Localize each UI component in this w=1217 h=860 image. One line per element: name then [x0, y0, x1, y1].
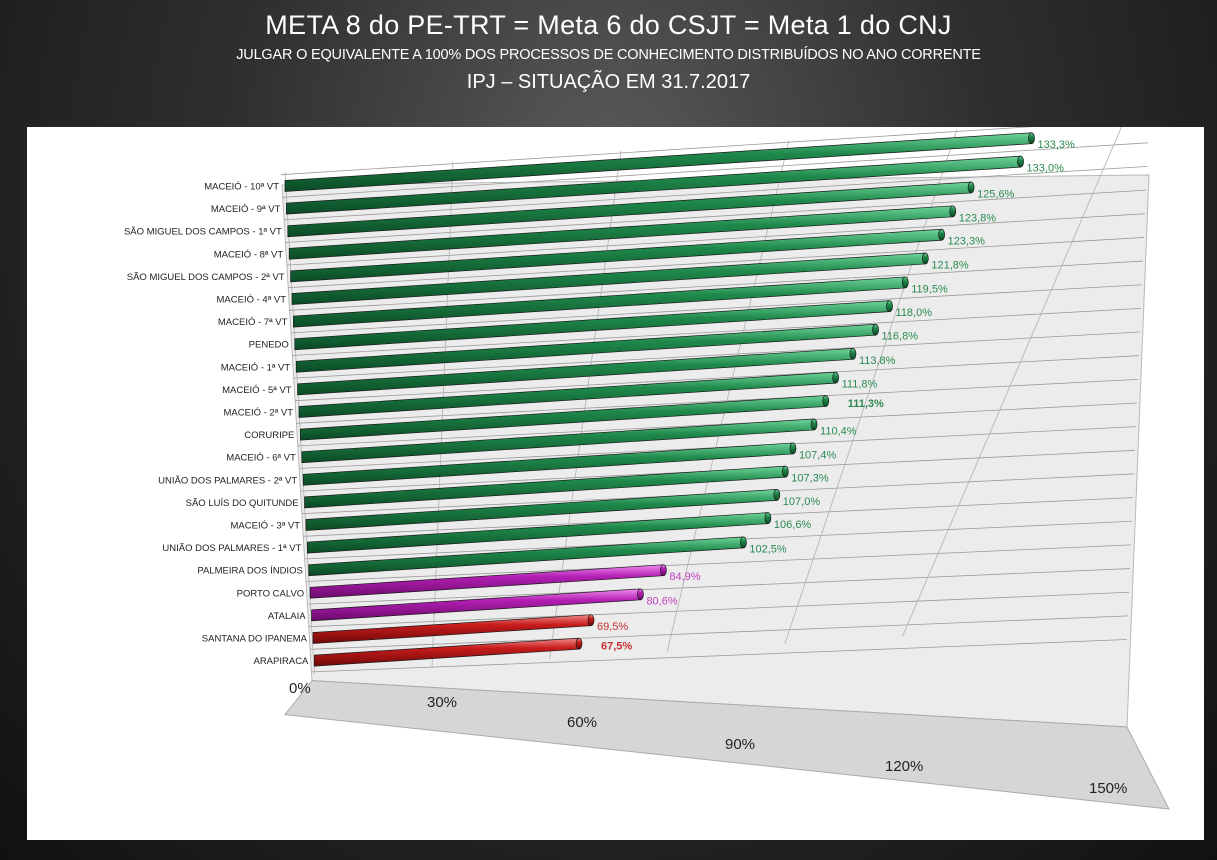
value-label: 107,4% — [799, 449, 837, 461]
value-label: 133,0% — [1027, 163, 1065, 175]
bar-end-cap — [849, 348, 857, 360]
bar-end-cap — [637, 588, 644, 601]
gridline — [307, 568, 1131, 605]
value-label: 113,8% — [859, 355, 896, 367]
category-label: ATALAIA — [268, 611, 306, 622]
category-label: MACEIÓ - 1ª VT — [221, 362, 291, 373]
category-label: MACEIÓ - 8ª VT — [214, 249, 284, 260]
category-label: SANTANA DO IPANEMA — [202, 634, 308, 645]
bar-end-cap — [938, 228, 945, 241]
bar-end-cap — [781, 465, 789, 478]
category-label: MACEIÓ - 7ª VT — [218, 317, 288, 328]
value-label: 125,6% — [977, 188, 1015, 200]
category-label: PORTO CALVO — [237, 588, 305, 599]
highlight-value-label: 111,3% — [848, 398, 884, 410]
value-label: 121,8% — [931, 259, 969, 271]
gridline — [297, 402, 1138, 447]
gridline — [286, 213, 1146, 266]
chart-panel: 0% 30% 60% 90% 120% 150% MACEIÓ - 10ª VT 133,3%… — [27, 127, 1204, 840]
gridline — [311, 639, 1128, 673]
bar-end-cap — [822, 395, 830, 407]
gridline — [283, 166, 1148, 221]
bar-end-cap — [575, 637, 583, 650]
category-label: UNIÃO DOS PALMARES - 1ª VT — [162, 543, 301, 554]
bar-end-cap — [872, 323, 879, 336]
category-label: SÃO MIGUEL DOS CAMPOS - 2ª VT — [127, 272, 285, 283]
bar-end-cap — [1028, 132, 1035, 145]
gridline — [290, 284, 1143, 334]
gridline — [310, 615, 1129, 650]
category-label: MACEIÓ - 3ª VT — [231, 521, 301, 532]
bar-end-cap — [810, 418, 818, 431]
category-label: ARAPIRACA — [253, 656, 309, 667]
value-label: 107,3% — [791, 473, 829, 485]
value-label: 106,6% — [774, 519, 812, 531]
category-label: SÃO MIGUEL DOS CAMPOS - 1ª VT — [124, 227, 282, 238]
category-label: MACEIÓ - 9ª VT — [211, 204, 281, 215]
chart-subtitle: JULGAR O EQUIVALENTE A 100% DOS PROCESSO… — [236, 47, 981, 63]
bar-end-cap — [773, 489, 781, 501]
bar-end-cap — [740, 536, 747, 549]
x-tick-label: 0% — [289, 680, 311, 697]
category-label: MACEIÓ - 10ª VT — [204, 182, 279, 193]
bar-end-cap — [901, 276, 909, 289]
value-label: 80,6% — [646, 595, 677, 607]
gridline — [287, 237, 1145, 289]
bar-end-cap — [949, 205, 957, 218]
chart-floor — [284, 680, 1170, 810]
bar-end-cap — [832, 371, 839, 384]
category-label: PALMEIRA DOS ÍNDIOS — [197, 566, 302, 577]
category-label: UNIÃO DOS PALMARES - 2ª VT — [158, 475, 297, 486]
gridline — [294, 355, 1140, 402]
category-label: CORURIPE — [244, 430, 294, 441]
value-label: 69,5% — [597, 621, 628, 633]
x-tick-label: 30% — [427, 694, 457, 711]
category-label: PENEDO — [249, 340, 289, 351]
value-label: 111,8% — [842, 379, 878, 391]
bar-end-cap — [886, 300, 893, 312]
value-label: 116,8% — [882, 331, 919, 343]
category-label: MACEIÓ - 4ª VT — [217, 295, 287, 306]
chart-header: META 8 do PE-TRT = Meta 6 do CSJT = Meta… — [0, 8, 1217, 95]
x-tick-label: 90% — [725, 736, 755, 753]
gridline-vertical — [902, 127, 1122, 637]
gridline — [293, 331, 1141, 379]
gridline — [308, 591, 1130, 628]
gridline — [306, 544, 1132, 582]
bar-end-cap — [1017, 155, 1024, 168]
value-label: 133,3% — [1037, 139, 1075, 151]
category-label: MACEIÓ - 2ª VT — [224, 408, 294, 419]
value-label: 123,8% — [959, 212, 997, 224]
value-label: 102,5% — [749, 543, 787, 555]
category-label: MACEIÓ - 6ª VT — [226, 453, 296, 464]
chart-subtitle-date: IPJ – SITUAÇÃO EM 31.7.2017 — [466, 71, 751, 93]
category-label: MACEIÓ - 5ª VT — [222, 385, 292, 396]
bar-end-cap — [789, 442, 797, 455]
x-tick-label: 150% — [1089, 780, 1127, 797]
x-tick-label: 120% — [885, 758, 923, 775]
value-label: 110,4% — [820, 425, 857, 437]
chart-title: META 8 do PE-TRT = Meta 6 do CSJT = Meta… — [265, 10, 952, 40]
value-label: 107,0% — [783, 496, 821, 508]
bar-chart: 0% 30% 60% 90% 120% 150% MACEIÓ - 10ª VT 133,3%… — [124, 127, 1170, 810]
value-label: 119,5% — [911, 283, 948, 295]
gridline — [280, 127, 1033, 176]
highlight-value-label: 67,5% — [601, 641, 632, 653]
gridline — [282, 142, 1149, 198]
bar-end-cap — [764, 512, 772, 524]
category-label: SÃO LUÍS DO QUITUNDE — [186, 498, 299, 509]
gridline — [296, 378, 1139, 424]
gridline — [285, 189, 1147, 243]
value-label: 84,9% — [669, 571, 700, 583]
gridline — [292, 307, 1142, 356]
bar-end-cap — [967, 181, 975, 194]
bar-end-cap — [660, 564, 667, 577]
gridline — [289, 260, 1144, 311]
value-label: 123,3% — [948, 236, 986, 248]
bar-end-cap — [587, 614, 595, 627]
x-tick-label: 60% — [567, 714, 597, 731]
value-label: 118,0% — [896, 307, 933, 319]
bar-end-cap — [922, 252, 929, 265]
